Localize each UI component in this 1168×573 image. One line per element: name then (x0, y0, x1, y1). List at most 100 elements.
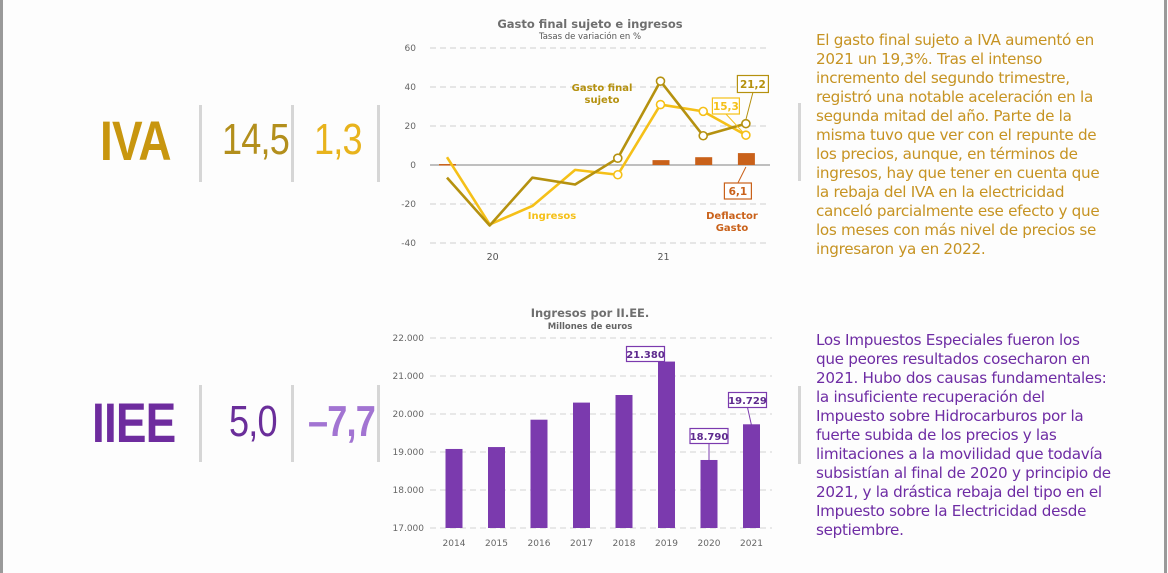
kpi-divider (291, 105, 294, 182)
frame-border-right (1164, 0, 1167, 573)
x-tick-label: 2014 (443, 539, 466, 549)
callout-box (727, 391, 768, 409)
description-line: 2021. Hubo dos causas fundamentales: (816, 369, 1107, 387)
series-label: sujeto (585, 95, 620, 106)
callout-leader (725, 113, 744, 133)
data-label: 19.729 (728, 396, 767, 407)
chart-subtitle: Tasas de variación en % (538, 31, 641, 42)
description-line: fuerte subida de los precios y las (816, 426, 1057, 444)
iiee-label: IIEE (92, 391, 176, 454)
deflactor-bar (439, 164, 456, 166)
series-label: Gasto (716, 223, 749, 234)
x-tick-label: 21 (657, 252, 669, 263)
x-tick-label: 2019 (655, 539, 678, 549)
data-label: 18.790 (690, 432, 729, 443)
description-line: canceló parcialmente ese efecto y que (816, 202, 1100, 220)
data-label: 21.380 (626, 350, 665, 361)
y-tick-label: 21.000 (393, 372, 425, 382)
data-label: 21,2 (740, 79, 766, 91)
description-line: septiembre. (816, 521, 904, 539)
x-tick-label: 20 (487, 252, 499, 263)
iiee-value-2: –7,7 (308, 397, 376, 446)
y-tick-label: 17.000 (393, 524, 425, 534)
text-divider (798, 103, 801, 181)
description-line: Los Impuestos Especiales fueron los (816, 331, 1080, 349)
data-point (698, 130, 709, 141)
iiee-description: Los Impuestos Especiales fueron los que p… (816, 331, 1111, 540)
iiee-value-1: 5,0 (229, 397, 278, 446)
x-tick-label: 2016 (528, 539, 551, 549)
bar-2015 (488, 447, 505, 528)
bar-2017 (573, 402, 590, 528)
description-line: El gasto final sujeto a IVA aumentó en (816, 31, 1094, 49)
description-line: subsistían al final de 2020 y principio … (816, 464, 1111, 482)
iva-value-1: 14,5 (222, 115, 290, 164)
data-label: 6,1 (729, 186, 748, 198)
description-line: ingresaron ya en 2022. (816, 240, 986, 258)
callout-leader (745, 92, 754, 120)
callout-box (625, 345, 666, 363)
data-point (741, 118, 751, 129)
text-divider (798, 386, 801, 464)
description-line: registró una notable aceleración en la (816, 88, 1093, 106)
data-label: 15,3 (713, 101, 739, 113)
series-label: Gasto final (572, 83, 633, 94)
x-tick-label: 2021 (740, 539, 763, 549)
deflactor-bar (737, 153, 755, 165)
series-label: Ingresos (528, 211, 577, 222)
bar-2014 (445, 448, 463, 528)
data-point (655, 76, 666, 86)
iiee-bar-chart: Ingresos por II.EE. Millones de euros 22… (393, 306, 772, 549)
y-tick-label: -20 (401, 200, 416, 210)
bar-2020 (700, 459, 718, 528)
description-line: segunda mitad del año. Parte de la (816, 107, 1072, 125)
frame-border-left (0, 0, 3, 573)
x-tick-label: 2017 (570, 539, 593, 549)
kpi-divider (377, 385, 380, 462)
description-line: 2021, y la drástica rebaja del tipo en e… (816, 483, 1102, 501)
description-line: Impuesto sobre Hidrocarburos por la (816, 407, 1084, 425)
iva-label: IVA (100, 109, 172, 172)
description-line: Impuesto sobre la Electricidad desde (816, 502, 1087, 520)
description-line: misma tuvo que ver con el repunte de (816, 126, 1097, 144)
callout-box (736, 74, 769, 94)
data-point (613, 153, 623, 163)
deflactor-bar (652, 160, 670, 165)
description-line: 2021 un 19,3%. Tras el intenso (816, 50, 1043, 68)
bar-2021 (743, 424, 760, 528)
data-point (655, 99, 666, 110)
description-line: la rebaja del IVA en la electricidad (816, 183, 1065, 201)
callout-box (711, 97, 740, 115)
bar-2018 (615, 395, 633, 528)
chart-title: Ingresos por II.EE. (531, 306, 650, 320)
iva-line-chart: Gasto final sujeto e ingresos Tasas de v… (401, 17, 770, 263)
description-line: los meses con más nivel de precios se (816, 221, 1097, 239)
description-line: limitaciones a la movilidad que todavía (816, 445, 1103, 463)
y-tick-label: 40 (405, 83, 417, 93)
callout-leader (737, 166, 747, 184)
kpi-divider (377, 105, 380, 182)
y-tick-label: 60 (405, 44, 417, 54)
iva-value-2: 1,3 (314, 115, 363, 164)
callout-box (723, 182, 752, 200)
description-line: que peores resultados cosecharon en (816, 350, 1090, 368)
iva-description: El gasto final sujeto a IVA aumentó en 20… (816, 31, 1100, 259)
description-line: los precios, aunque, en términos de (816, 145, 1078, 163)
callout-leader (747, 407, 752, 426)
kpi-divider (199, 385, 202, 462)
deflactor-bar (695, 157, 713, 165)
x-tick-label: 2018 (613, 539, 636, 549)
description-line: incremento del segundo trimestre, (816, 69, 1070, 87)
y-tick-label: 22.000 (393, 334, 425, 344)
callout-box (689, 427, 729, 445)
x-tick-label: 2015 (485, 539, 508, 549)
chart-subtitle: Millones de euros (548, 322, 633, 332)
kpi-divider (291, 385, 294, 462)
data-point (698, 106, 709, 117)
series-label: Deflactor (706, 211, 758, 222)
bar-2019 (658, 361, 675, 528)
y-tick-label: 19.000 (393, 448, 425, 458)
x-tick-label: 2020 (698, 539, 721, 549)
description-line: la insuficiente recuperación del (816, 388, 1045, 406)
y-tick-label: 20 (405, 122, 417, 132)
